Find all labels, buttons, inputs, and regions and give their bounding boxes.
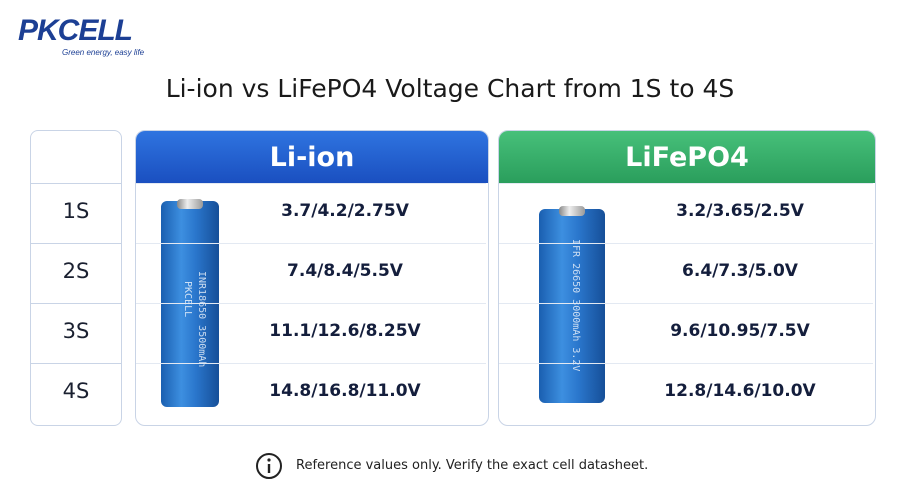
li-ion-voltage: 3.7/4.2/2.75V [281, 201, 409, 221]
row-label-column [30, 130, 122, 426]
footnote: Reference values only. Verify the exact … [296, 458, 649, 473]
battery-image: IFR 26650 3000mAh 3.2V [539, 206, 605, 403]
li-ion-voltage: 7.4/8.4/5.5V [287, 261, 403, 281]
li-ion-voltage: 11.1/12.6/8.25V [269, 321, 421, 341]
battery-model: INR18650 3500mAh [196, 271, 207, 368]
lifepo4-voltage: 12.8/14.6/10.0V [664, 381, 816, 401]
battery-cap [559, 206, 585, 216]
row-separator [136, 243, 486, 244]
row-separator [136, 363, 486, 364]
row-separator [499, 363, 873, 364]
row-label: 4S [62, 379, 90, 403]
row-separator [31, 243, 121, 244]
battery-brand: PKCELL [182, 281, 193, 318]
column-header: LiFePO4 [499, 131, 875, 183]
column-header: Li-ion [136, 131, 488, 183]
li-ion-voltage: 14.8/16.8/11.0V [269, 381, 421, 401]
lifepo4-voltage: 3.2/3.65/2.5V [676, 201, 804, 221]
row-label: 1S [62, 199, 90, 223]
info-dot [267, 458, 271, 462]
lifepo4-voltage: 6.4/7.3/5.0V [682, 261, 798, 281]
info-circle [256, 453, 282, 479]
battery-image: PKCELL INR18650 3500mAh [161, 199, 219, 407]
row-separator [499, 303, 873, 304]
battery-cap [177, 199, 203, 209]
row-separator [136, 303, 486, 304]
lifepo4-panel: LiFePO4 IFR 26650 3000mAh 3.2V [498, 130, 876, 426]
row-separator [31, 183, 121, 184]
row-separator [499, 183, 873, 184]
row-separator [31, 303, 121, 304]
row-separator [31, 363, 121, 364]
li-ion-panel: Li-ion PKCELL INR18650 3500mAh [135, 130, 489, 426]
tagline: Green energy, easy life [62, 48, 145, 57]
lifepo4-voltage: 9.6/10.95/7.5V [670, 321, 810, 341]
logo: PKCELL [18, 14, 133, 47]
row-separator [499, 243, 873, 244]
row-label: 3S [62, 319, 90, 343]
title: Li-ion vs LiFePO4 Voltage Chart from 1S … [165, 74, 735, 103]
row-separator [136, 183, 486, 184]
row-label: 2S [62, 259, 90, 283]
battery-model: IFR 26650 3000mAh 3.2V [570, 239, 581, 372]
info-icon [256, 453, 282, 479]
